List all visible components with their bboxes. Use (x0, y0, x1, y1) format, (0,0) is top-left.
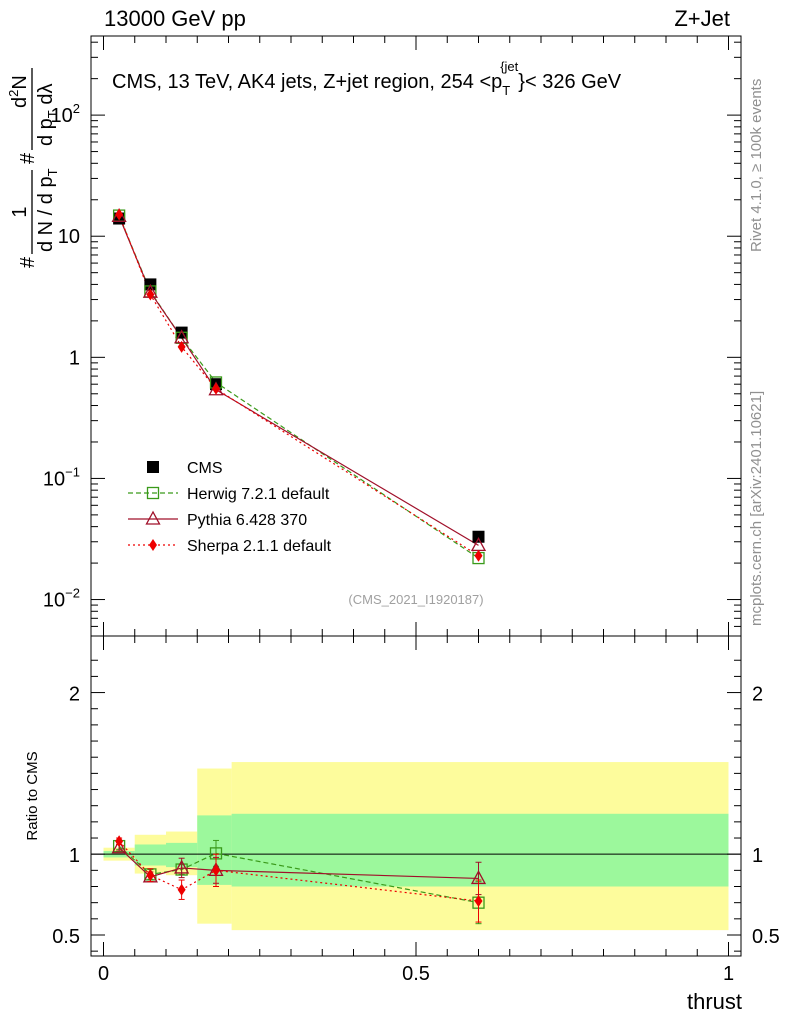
main-y-tick-label-3: 10 (58, 226, 80, 248)
main-y-tick-label-4: 102 (51, 101, 80, 127)
ylabel-num1: 1 (9, 206, 31, 217)
legend-marker-herwig (146, 486, 160, 500)
rivet-version-label: Rivet 4.1.0, ≥ 100k events (748, 79, 765, 252)
main-title: CMS, 13 TeV, AK4 jets, Z+jet region, 254… (112, 59, 622, 98)
main-title-prefix: CMS, 13 TeV, AK4 jets, Z+jet region, 254… (112, 71, 502, 93)
ratio-point-sherpa-4 (474, 895, 483, 908)
ylabel-hash2: # (17, 152, 39, 164)
main-panel: 10−2 10−1 1 10 102 CMS, 13 TeV, AK4 jets, Z+… (6, 35, 742, 637)
main-point-sherpa-0 (115, 208, 124, 221)
watermark: (CMS_2021_I1920187) (348, 592, 483, 607)
ylabel-num2: d2N (6, 75, 31, 108)
main-y-tick-label-1: 10−1 (43, 464, 80, 490)
ratio-y-tick-label-right-0: 0.5 (752, 926, 780, 948)
ratio-y-axis-label: Ratio to CMS (24, 751, 41, 840)
ratio-band-green-1 (134, 844, 166, 866)
main-line-herwig (118, 215, 479, 559)
main-point-sherpa-1 (146, 288, 155, 301)
legend-label-pythia: Pythia 6.428 370 (187, 512, 307, 529)
x-tick-label-2: 1 (723, 963, 734, 985)
legend-marker-sherpa (149, 539, 157, 551)
main-point-sherpa-2 (177, 340, 186, 353)
x-tick-label-1: 0.5 (402, 963, 430, 985)
main-title-suffix: }< 326 GeV (518, 71, 622, 93)
mcplots-label: mcplots.cern.ch [arXiv:2401.10621] (748, 391, 765, 626)
ratio-point-pythia-2 (174, 859, 190, 874)
ratio-panel: 0.5 0.5 1 1 2 2 0 0.5 1 Ratio to CMS thrust (24, 635, 780, 1014)
main-title-sup: {jet (500, 59, 518, 74)
ylabel-hash1: # (17, 256, 39, 268)
legend-marker-cms (147, 461, 159, 473)
main-y-tick-label-2: 1 (69, 347, 80, 369)
header-left-title: 13000 GeV pp (104, 6, 246, 31)
ratio-y-tick-label-0: 0.5 (52, 926, 80, 948)
legend-label-cms: CMS (187, 460, 223, 477)
legend-label-herwig: Herwig 7.2.1 default (187, 486, 330, 503)
main-point-sherpa-3 (212, 382, 220, 395)
legend-marker-pythia (145, 510, 161, 525)
ratio-y-tick-label-1: 1 (69, 845, 80, 867)
main-point-cms-4 (472, 530, 485, 543)
main-y-axis-label: # 1 d N / d pT # d2N d pT dλ (6, 68, 60, 268)
ratio-point-sherpa-2 (177, 883, 186, 896)
ratio-point-sherpa-0 (115, 835, 124, 848)
legend-label-sherpa: Sherpa 2.1.1 default (187, 538, 332, 555)
ratio-y-tick-label-2: 2 (69, 684, 80, 706)
ylabel-den1: d N / d pT (35, 168, 60, 252)
ylabel-den2: d pT dλ (35, 84, 60, 146)
ratio-point-sherpa-3 (212, 864, 220, 877)
ratio-y-tick-label-right-1: 1 (752, 845, 763, 867)
legend: CMS Herwig 7.2.1 default Pythia 6.428 370 S… (128, 460, 332, 555)
ratio-band-green-3 (197, 815, 232, 885)
ratio-point-pythia-0 (111, 839, 127, 854)
x-tick-label-0: 0 (98, 963, 109, 985)
main-y-tick-label-0: 10−2 (43, 586, 80, 612)
main-point-sherpa-4 (474, 549, 483, 562)
main-line-sherpa (118, 214, 479, 557)
ratio-y-tick-label-right-2: 2 (752, 684, 763, 706)
main-title-sub: T (502, 83, 510, 98)
ratio-point-sherpa-1 (146, 869, 155, 882)
x-axis-label: thrust (687, 989, 742, 1014)
header-right-title: Z+Jet (674, 6, 730, 31)
